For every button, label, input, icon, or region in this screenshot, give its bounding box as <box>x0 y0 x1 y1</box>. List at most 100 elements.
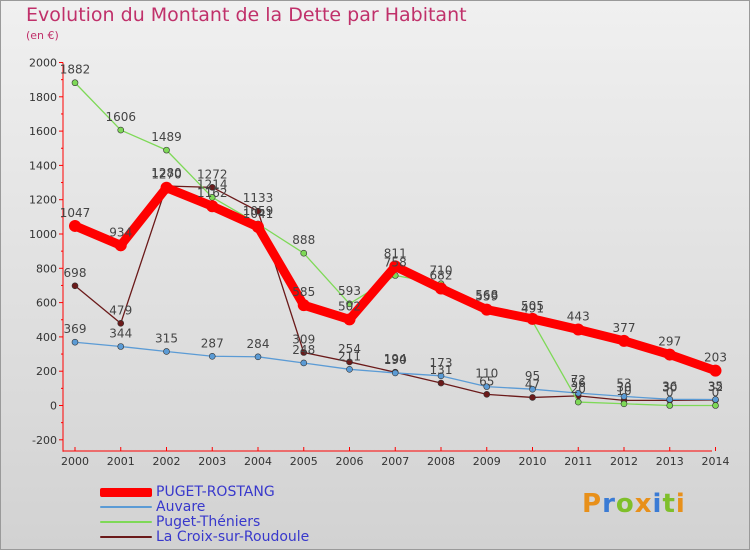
data-label: 1882 <box>60 63 91 77</box>
legend-label: Auvare <box>156 499 206 515</box>
data-label: 505 <box>521 299 544 313</box>
data-label: 758 <box>384 256 407 270</box>
data-label: 10 <box>616 384 631 398</box>
y-tick-label: 1800 <box>29 91 57 104</box>
data-label: 20 <box>571 382 586 396</box>
legend-item: La Croix-sur-Roudoule <box>100 529 309 545</box>
data-label: 1133 <box>243 191 274 205</box>
data-label: 479 <box>109 303 132 317</box>
data-point <box>529 394 536 401</box>
data-label: 1047 <box>60 206 91 220</box>
data-point <box>437 379 445 387</box>
data-label: 203 <box>704 351 727 365</box>
data-label: 65 <box>479 374 494 388</box>
data-point <box>663 348 676 361</box>
data-label: 248 <box>292 343 315 357</box>
data-label: 30 <box>616 380 631 394</box>
data-point <box>300 249 308 257</box>
data-label: 888 <box>292 233 315 247</box>
x-tick-label: 2014 <box>702 455 730 468</box>
data-label: 559 <box>475 290 498 304</box>
data-label: 585 <box>292 285 315 299</box>
data-label: 0 <box>666 386 674 400</box>
x-tick-label: 2008 <box>427 455 455 468</box>
data-point <box>620 393 628 400</box>
data-label: 1280 <box>151 166 182 180</box>
data-label: 1489 <box>151 130 182 144</box>
data-label: 284 <box>247 337 270 351</box>
legend-item: PUGET-ROSTANG <box>100 484 275 500</box>
data-point <box>389 260 402 273</box>
data-point <box>254 207 262 215</box>
data-point <box>437 372 445 380</box>
data-label: 315 <box>155 331 178 345</box>
y-tick-label: 200 <box>36 365 57 378</box>
data-label: 502 <box>338 299 361 313</box>
data-label: 72 <box>571 373 586 387</box>
x-tick-label: 2001 <box>107 455 135 468</box>
x-tick-label: 2009 <box>473 455 501 468</box>
data-label: 1270 <box>151 168 182 182</box>
legend-label: PUGET-ROSTANG <box>156 484 275 500</box>
data-label: 593 <box>338 284 361 298</box>
data-point <box>574 389 582 397</box>
data-label: 211 <box>338 349 361 363</box>
legend-swatch <box>100 487 152 497</box>
data-point <box>712 402 719 409</box>
data-point <box>254 353 262 361</box>
data-label: 682 <box>430 269 453 283</box>
x-tick-label: 2010 <box>519 455 547 468</box>
data-label: 1162 <box>197 186 228 200</box>
data-label: 1041 <box>243 207 274 221</box>
data-point <box>618 334 630 347</box>
data-point <box>712 396 719 403</box>
x-tick-label: 2005 <box>290 455 318 468</box>
data-label: 95 <box>525 369 540 383</box>
data-point <box>346 358 353 366</box>
data-point <box>163 348 170 355</box>
data-label: 53 <box>616 376 631 390</box>
data-label: 32 <box>708 380 723 394</box>
data-point <box>206 200 219 213</box>
data-label: 131 <box>430 363 453 377</box>
data-point <box>574 398 582 406</box>
data-label: 698 <box>64 266 87 280</box>
data-point <box>71 282 79 290</box>
data-point <box>391 369 399 377</box>
x-tick-label: 2003 <box>198 455 226 468</box>
data-label: 568 <box>475 288 498 302</box>
data-label: 377 <box>613 321 636 335</box>
x-tick-label: 2002 <box>153 455 181 468</box>
data-label: 710 <box>430 264 453 278</box>
legend-label: Puget-Théniers <box>156 514 261 530</box>
data-label: 811 <box>384 246 407 260</box>
x-tick-label: 2006 <box>336 455 364 468</box>
data-label: 254 <box>338 342 361 356</box>
x-tick-label: 2004 <box>244 455 272 468</box>
data-label: 297 <box>658 335 681 349</box>
data-point <box>117 320 125 327</box>
x-tick-label: 2000 <box>61 455 89 468</box>
data-label: 1214 <box>197 177 228 191</box>
data-point <box>300 349 308 356</box>
data-label: 56 <box>571 376 586 390</box>
data-label: 30 <box>662 380 677 394</box>
data-label: 35 <box>708 379 723 393</box>
data-label: 173 <box>430 356 453 370</box>
y-tick-label: 1000 <box>29 228 57 241</box>
data-label: 443 <box>567 310 590 324</box>
data-point <box>69 219 81 232</box>
data-point <box>163 146 170 154</box>
y-tick-label: 600 <box>36 297 57 310</box>
data-point <box>297 299 310 312</box>
y-tick-label: 1600 <box>29 125 57 138</box>
proxiti-logo: Proxiti <box>582 489 686 519</box>
data-point <box>300 359 308 367</box>
data-point <box>208 352 216 360</box>
y-tick-label: 2000 <box>29 57 57 70</box>
legend-item: Puget-Théniers <box>100 514 260 530</box>
data-point <box>114 239 127 252</box>
page-title: Evolution du Montant de la Dette par Hab… <box>26 4 467 26</box>
data-label: 1272 <box>197 167 228 181</box>
